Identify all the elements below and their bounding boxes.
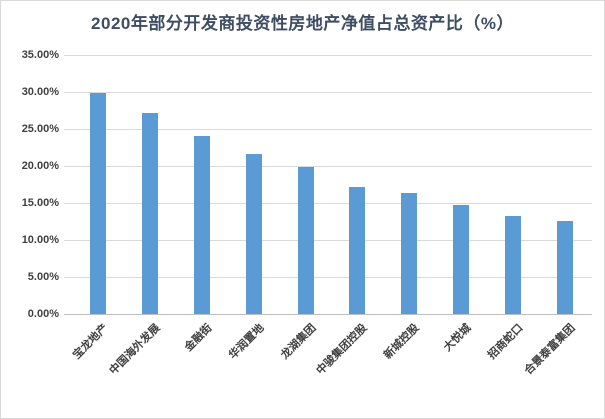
y-tick-label-10: 10.00% xyxy=(21,234,59,246)
gridline-35 xyxy=(64,55,592,56)
x-label-招商蛇口: 招商蛇口 xyxy=(485,322,526,362)
bar-中骏集团控股 xyxy=(349,187,365,314)
x-label-新城控股: 新城控股 xyxy=(381,322,422,362)
x-label-大悦城: 大悦城 xyxy=(441,322,474,354)
x-label-龙湖集团: 龙湖集团 xyxy=(278,322,319,362)
gridline-5 xyxy=(64,277,592,278)
bar-新城控股 xyxy=(401,193,417,314)
x-label-合景泰富集团: 合景泰富集团 xyxy=(522,322,578,378)
bar-金融街 xyxy=(194,136,210,314)
gridline-10 xyxy=(64,240,592,241)
gridline-0 xyxy=(64,314,592,315)
x-label-金融街: 金融街 xyxy=(182,322,215,354)
bar-招商蛇口 xyxy=(505,216,521,314)
y-tick-label-0: 0.00% xyxy=(27,308,59,320)
y-tick-label-35: 35.00% xyxy=(21,49,59,61)
bar-宝龙地产 xyxy=(90,93,106,314)
gridline-20 xyxy=(64,166,592,167)
y-tick-label-5: 5.00% xyxy=(27,271,59,283)
gridline-15 xyxy=(64,203,592,204)
gridline-30 xyxy=(64,92,592,93)
bar-华润置地 xyxy=(246,154,262,314)
chart-title: 2020年部分开发商投资性房地产净值占总资产比（%） xyxy=(91,14,514,33)
x-label-中国海外发展: 中国海外发展 xyxy=(107,322,163,378)
y-tick-label-15: 15.00% xyxy=(21,197,59,209)
bar-合景泰富集团 xyxy=(557,221,573,314)
x-label-宝龙地产: 宝龙地产 xyxy=(70,322,111,362)
x-label-中骏集团控股: 中骏集团控股 xyxy=(314,322,370,378)
bar-龙湖集团 xyxy=(298,167,314,314)
y-tick-label-25: 25.00% xyxy=(21,123,59,135)
y-tick-label-30: 30.00% xyxy=(21,86,59,98)
x-label-华润置地: 华润置地 xyxy=(226,322,267,362)
bar-大悦城 xyxy=(453,205,469,314)
bar-中国海外发展 xyxy=(142,113,158,314)
gridline-25 xyxy=(64,129,592,130)
y-tick-label-20: 20.00% xyxy=(21,160,59,172)
